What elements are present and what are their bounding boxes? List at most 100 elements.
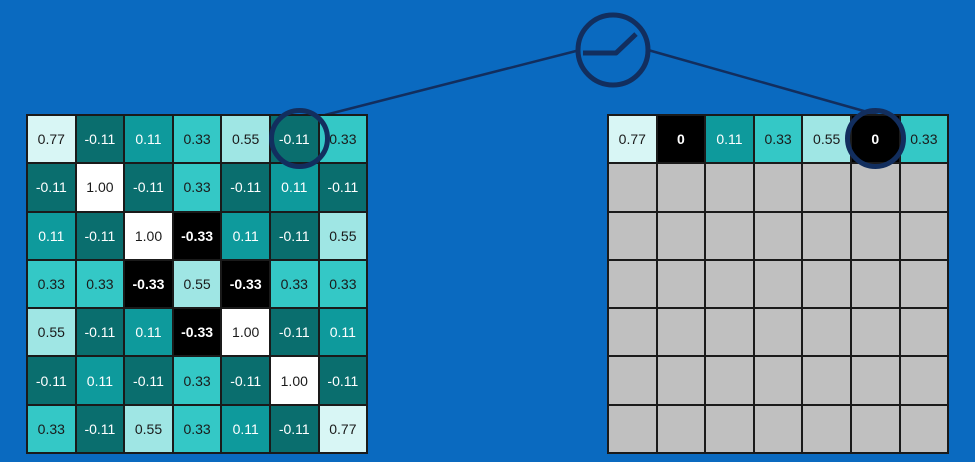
input-cell: 0.33 xyxy=(269,259,319,309)
empty-output-cell xyxy=(753,259,803,309)
empty-output-cell xyxy=(656,308,706,357)
input-cell: -0.11 xyxy=(269,211,319,260)
input-cell: 0.33 xyxy=(27,259,76,309)
connector-right xyxy=(647,48,879,117)
output-feature-map: 0.77 0 0.11 0.33 0.55 0 0.33 xyxy=(607,114,950,455)
input-cell: 0.77 xyxy=(27,115,76,164)
input-cell: -0.33 xyxy=(124,259,173,309)
input-cell: 0.55 xyxy=(318,211,368,260)
input-cell: -0.11 xyxy=(75,308,125,357)
input-cell: 0.11 xyxy=(318,308,368,357)
output-cell: 0.33 xyxy=(753,115,803,164)
empty-output-cell xyxy=(608,404,657,454)
empty-output-cell xyxy=(753,308,803,357)
empty-output-cell xyxy=(608,259,657,309)
input-cell: 0.33 xyxy=(172,163,222,212)
input-cell: -0.33 xyxy=(221,259,270,309)
empty-output-cell xyxy=(705,211,754,260)
input-cell: 0.33 xyxy=(318,115,368,164)
empty-output-cell xyxy=(802,404,851,454)
input-cell: 1.00 xyxy=(269,356,319,405)
empty-output-cell xyxy=(850,211,900,260)
empty-output-cell xyxy=(850,163,900,212)
output-cell: 0.33 xyxy=(899,115,949,164)
empty-output-cell xyxy=(705,404,754,454)
empty-output-cell xyxy=(705,356,754,405)
input-cell: -0.11 xyxy=(75,211,125,260)
empty-output-cell xyxy=(802,163,851,212)
input-cell: -0.33 xyxy=(172,211,222,260)
input-cell: 0.33 xyxy=(172,115,222,164)
empty-output-cell xyxy=(608,308,657,357)
input-cell: 0.33 xyxy=(318,259,368,309)
input-cell: -0.33 xyxy=(172,308,222,357)
input-cell: -0.11 xyxy=(221,356,270,405)
input-cell: 0.55 xyxy=(27,308,76,357)
input-cell: 1.00 xyxy=(124,211,173,260)
input-cell: 0.11 xyxy=(124,308,173,357)
input-cell: 0.33 xyxy=(172,356,222,405)
input-cell: -0.11 xyxy=(269,308,319,357)
empty-output-cell xyxy=(753,404,803,454)
empty-output-cell xyxy=(608,211,657,260)
input-cell: -0.11 xyxy=(318,163,368,212)
empty-output-cell xyxy=(899,259,949,309)
input-cell: -0.11 xyxy=(27,163,76,212)
empty-output-cell xyxy=(753,211,803,260)
empty-output-cell xyxy=(656,259,706,309)
empty-output-cell xyxy=(850,308,900,357)
empty-output-cell xyxy=(802,308,851,357)
empty-output-cell xyxy=(656,404,706,454)
empty-output-cell xyxy=(656,211,706,260)
input-cell: -0.11 xyxy=(124,163,173,212)
empty-output-cell xyxy=(899,308,949,357)
empty-output-cell xyxy=(608,356,657,405)
input-cell: -0.11 xyxy=(124,356,173,405)
empty-output-cell xyxy=(899,163,949,212)
empty-output-cell xyxy=(705,163,754,212)
input-cell: -0.11 xyxy=(75,115,125,164)
output-cell: 0.77 xyxy=(608,115,657,164)
input-cell: 0.55 xyxy=(221,115,270,164)
right-highlight-ring xyxy=(845,108,906,169)
input-cell: 0.55 xyxy=(124,404,173,454)
empty-output-cell xyxy=(705,259,754,309)
connector-left xyxy=(324,48,581,117)
input-cell: 0.11 xyxy=(269,163,319,212)
output-cell: 0.11 xyxy=(705,115,754,164)
empty-output-cell xyxy=(899,404,949,454)
input-cell: 0.33 xyxy=(27,404,76,454)
empty-output-cell xyxy=(608,163,657,212)
input-cell: 0.11 xyxy=(221,211,270,260)
input-cell: 0.11 xyxy=(221,404,270,454)
empty-output-cell xyxy=(753,356,803,405)
input-cell: -0.11 xyxy=(269,404,319,454)
input-cell: 0.11 xyxy=(75,356,125,405)
relu-function-icon xyxy=(575,12,651,88)
empty-output-cell xyxy=(753,163,803,212)
input-cell: -0.11 xyxy=(27,356,76,405)
empty-output-cell xyxy=(899,211,949,260)
empty-output-cell xyxy=(802,211,851,260)
input-cell: 0.11 xyxy=(27,211,76,260)
input-cell: 0.33 xyxy=(75,259,125,309)
input-cell: 1.00 xyxy=(221,308,270,357)
input-cell: 0.77 xyxy=(318,404,368,454)
output-cell: 0 xyxy=(656,115,706,164)
input-cell: 0.55 xyxy=(172,259,222,309)
empty-output-cell xyxy=(850,356,900,405)
input-cell: -0.11 xyxy=(221,163,270,212)
empty-output-cell xyxy=(656,356,706,405)
empty-output-cell xyxy=(705,308,754,357)
input-cell: -0.11 xyxy=(75,404,125,454)
input-cell: 0.33 xyxy=(172,404,222,454)
input-cell: 0.11 xyxy=(124,115,173,164)
empty-output-cell xyxy=(850,404,900,454)
output-cell: 0.55 xyxy=(802,115,851,164)
input-cell: -0.11 xyxy=(318,356,368,405)
input-cell: 1.00 xyxy=(75,163,125,212)
empty-output-cell xyxy=(802,259,851,309)
empty-output-cell xyxy=(656,163,706,212)
left-highlight-ring xyxy=(269,108,330,169)
empty-output-cell xyxy=(850,259,900,309)
